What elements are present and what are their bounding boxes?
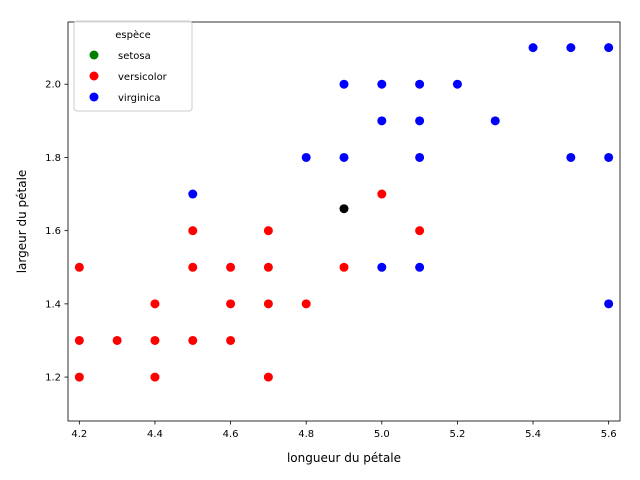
points-layer — [74, 43, 614, 382]
plot-area-frame — [67, 21, 621, 422]
data-point — [263, 372, 273, 382]
data-point — [188, 262, 198, 272]
x-tick-label: 5.0 — [374, 429, 390, 440]
y-tick-label: 1.6 — [45, 226, 61, 237]
data-point — [74, 262, 84, 272]
y-tick-label: 1.2 — [45, 373, 61, 384]
y-axis-ticks: 1.2 1.4 1.6 1.8 2.0 — [45, 80, 68, 384]
data-point — [74, 372, 84, 382]
data-point — [188, 335, 198, 345]
data-point — [112, 335, 122, 345]
legend-marker — [89, 92, 99, 102]
legend-entry-label: virginica — [118, 93, 161, 104]
data-point — [301, 299, 311, 309]
data-point — [415, 116, 425, 126]
x-tick-label: 4.8 — [298, 429, 314, 440]
y-tick-label: 1.8 — [45, 153, 61, 164]
data-point — [339, 79, 349, 89]
data-point — [604, 152, 614, 162]
data-point — [566, 152, 576, 162]
data-point — [415, 152, 425, 162]
data-point — [377, 79, 387, 89]
data-point — [263, 262, 273, 272]
data-point — [188, 189, 198, 199]
x-tick-label: 4.2 — [71, 429, 87, 440]
y-tick-label: 1.4 — [45, 299, 61, 310]
data-point — [263, 226, 273, 236]
legend-marker — [89, 71, 99, 81]
data-point — [415, 262, 425, 272]
x-tick-label: 5.2 — [449, 429, 465, 440]
legend-marker — [89, 50, 99, 60]
data-point — [188, 226, 198, 236]
data-point — [339, 152, 349, 162]
legend-entries: setosa versicolor virginica — [89, 50, 168, 104]
data-point — [566, 43, 576, 53]
data-point — [452, 79, 462, 89]
data-point — [226, 335, 236, 345]
legend: espèce setosa versicolor virginica — [73, 20, 193, 112]
legend-entry-label: versicolor — [118, 72, 168, 83]
legend-box — [73, 20, 193, 112]
x-tick-label: 5.6 — [601, 429, 617, 440]
data-point — [150, 299, 160, 309]
data-point — [604, 299, 614, 309]
data-point — [377, 189, 387, 199]
data-point — [415, 79, 425, 89]
data-point — [150, 372, 160, 382]
data-point — [74, 335, 84, 345]
legend-entry-label: setosa — [118, 51, 151, 62]
x-tick-label: 4.4 — [147, 429, 163, 440]
data-point — [415, 226, 425, 236]
data-point — [263, 299, 273, 309]
data-point — [339, 204, 349, 214]
legend-title: espèce — [115, 29, 151, 41]
y-axis-label: largeur du pétale — [15, 170, 29, 274]
data-point — [301, 152, 311, 162]
data-point — [339, 262, 349, 272]
data-point — [377, 116, 387, 126]
y-tick-label: 2.0 — [45, 80, 61, 91]
x-tick-label: 4.6 — [223, 429, 239, 440]
data-point — [528, 43, 538, 53]
data-point — [226, 299, 236, 309]
data-point — [604, 43, 614, 53]
x-axis-label: longueur du pétale — [287, 451, 401, 465]
data-point — [226, 262, 236, 272]
x-tick-label: 5.4 — [525, 429, 541, 440]
data-point — [150, 335, 160, 345]
data-point — [377, 262, 387, 272]
data-point — [490, 116, 500, 126]
x-axis-ticks: 4.2 4.4 4.6 4.8 5.0 5.2 5.4 5.6 — [71, 421, 617, 440]
